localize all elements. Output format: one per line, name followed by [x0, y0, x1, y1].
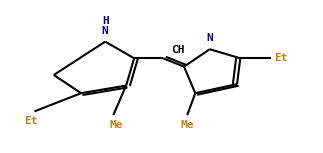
Text: Me: Me	[181, 120, 194, 130]
Text: CH: CH	[171, 45, 185, 55]
Text: Et: Et	[25, 116, 38, 126]
Text: Et: Et	[274, 53, 287, 63]
Text: H: H	[102, 17, 109, 26]
Text: Me: Me	[110, 120, 123, 130]
Text: N: N	[206, 33, 213, 43]
Text: N: N	[102, 26, 109, 35]
